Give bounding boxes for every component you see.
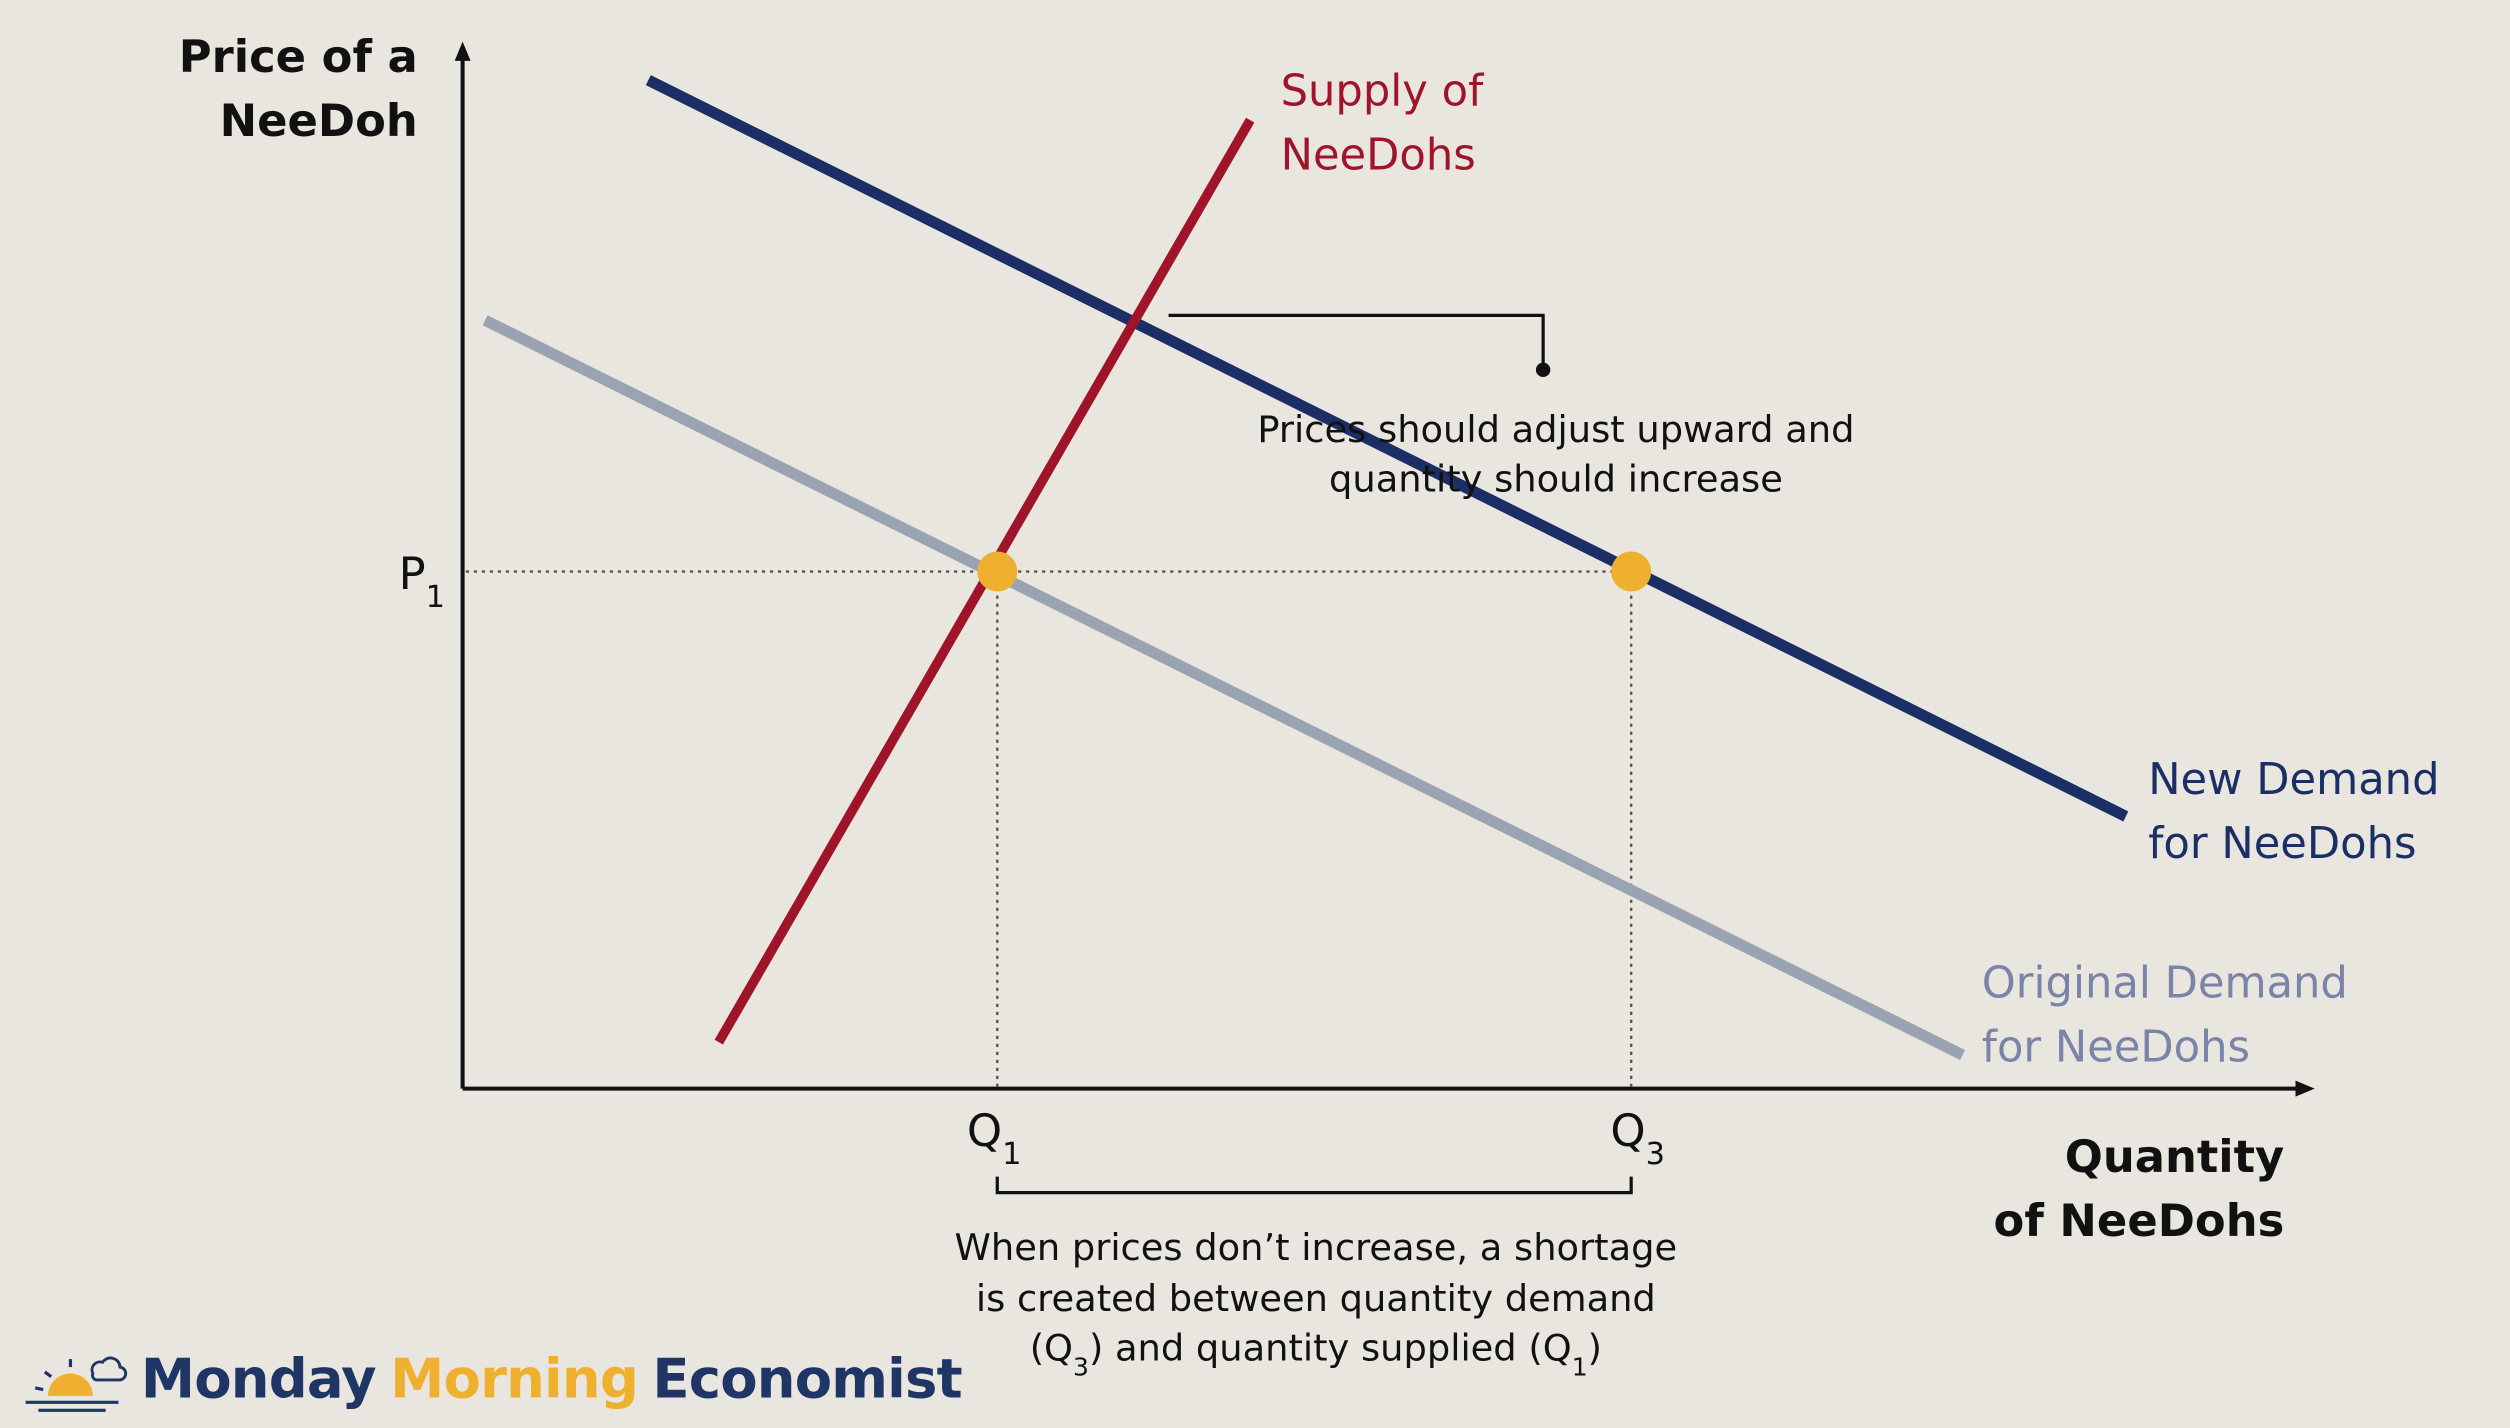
logo-word: Morning xyxy=(390,1347,638,1411)
logo-word: Economist xyxy=(652,1347,961,1411)
original-demand-label-line: Original Demand xyxy=(1982,958,2348,1008)
note-line: When prices don’t increase, a shortage xyxy=(954,1226,1677,1269)
shortage-note: When prices don’t increase, a shortage i… xyxy=(954,1226,1677,1381)
supply-label-line: NeeDohs xyxy=(1281,131,1476,181)
guides xyxy=(465,570,1633,1087)
note-subscript: 3 xyxy=(1073,1352,1089,1381)
logo-text: Monday Morning Economist xyxy=(141,1347,962,1411)
label-subscript: 1 xyxy=(426,580,445,615)
note-line: Prices should adjust upward and xyxy=(1257,408,1854,451)
note-line: is created between quantity demand xyxy=(976,1277,1656,1320)
point-q1 xyxy=(977,551,1018,592)
note-line: quantity should increase xyxy=(1329,457,1783,500)
annotation-leader xyxy=(1168,313,1545,370)
logo-word: Monday xyxy=(141,1347,376,1411)
y-title-line: Price of a xyxy=(179,30,418,83)
q1-label: Q1 xyxy=(967,1104,1022,1172)
logo-cloud xyxy=(90,1356,128,1382)
note-segment: ) xyxy=(1588,1327,1602,1370)
new-demand-label-line: for NeeDohs xyxy=(2148,819,2416,869)
shortage-bracket xyxy=(995,1176,1633,1195)
new-demand-label-line: New Demand xyxy=(2148,755,2439,805)
label-subscript: 3 xyxy=(1646,1137,1665,1172)
q3-label: Q3 xyxy=(1610,1104,1665,1172)
note-segment: (Q xyxy=(1030,1327,1073,1370)
annotation-dot xyxy=(1535,362,1551,378)
note-line: (Q3) and quantity supplied (Q1) xyxy=(1030,1327,1602,1382)
label-letter: P xyxy=(399,547,426,600)
y-title: Price of a NeeDoh xyxy=(179,30,418,147)
x-title: Quantity of NeeDohs xyxy=(1994,1130,2285,1247)
label-letter: Q xyxy=(1610,1104,1645,1157)
original-demand-curve xyxy=(482,315,1966,1060)
new-demand-curve xyxy=(645,75,2129,822)
label-subscript: 1 xyxy=(1002,1137,1021,1172)
logo-rays xyxy=(25,1359,119,1412)
x-axis-arrow xyxy=(2295,1080,2315,1097)
note-segment: ) and quantity supplied (Q xyxy=(1089,1327,1572,1370)
y-axis-arrow xyxy=(454,41,471,61)
x-title-line: of NeeDohs xyxy=(1994,1194,2285,1247)
original-demand-label: Original Demand for NeeDohs xyxy=(1982,958,2348,1072)
supply-label: Supply of NeeDohs xyxy=(1281,67,1485,181)
logo-sun xyxy=(48,1373,93,1396)
supply-label-line: Supply of xyxy=(1281,67,1485,117)
new-demand-label: New Demand for NeeDohs xyxy=(2148,755,2439,869)
note-subscript: 1 xyxy=(1572,1352,1588,1381)
y-title-line: NeeDoh xyxy=(220,94,418,147)
price-adjust-note: Prices should adjust upward and quantity… xyxy=(1257,408,1854,501)
label-letter: Q xyxy=(967,1104,1002,1157)
logo-icon xyxy=(25,1356,128,1412)
point-q3 xyxy=(1611,551,1652,592)
x-title-line: Quantity xyxy=(2065,1130,2285,1183)
original-demand-label-line: for NeeDohs xyxy=(1982,1022,2250,1072)
p1-label: P1 xyxy=(399,547,445,615)
